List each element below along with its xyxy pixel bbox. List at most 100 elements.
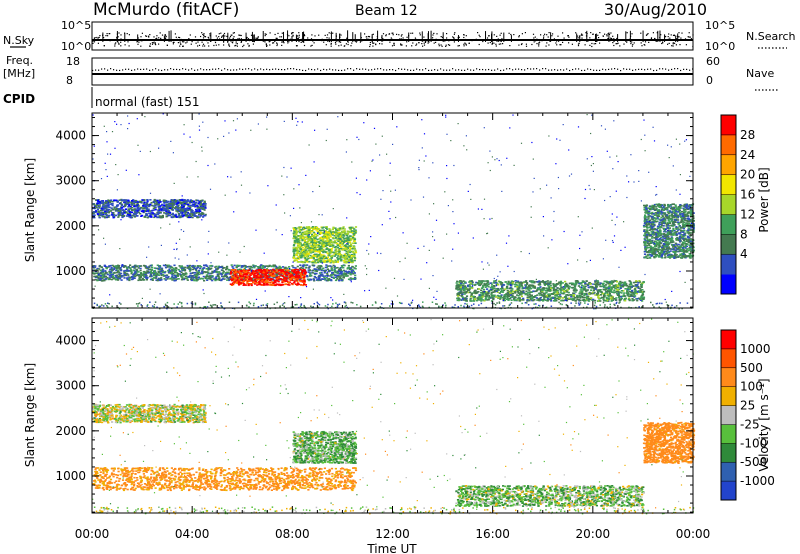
power-cell [212, 278, 215, 280]
nsky-dot [310, 38, 313, 40]
power-cell [158, 199, 161, 201]
nsky-dot [181, 40, 183, 42]
nave-dot [446, 69, 448, 71]
nave-dot [128, 68, 130, 70]
nsky-dot [109, 33, 111, 35]
nsky-dot [266, 45, 268, 47]
nsky-dot [589, 37, 591, 39]
power-cell [347, 270, 351, 273]
power-cell [297, 273, 300, 275]
nave-dot [329, 68, 331, 70]
nsky-dot [419, 39, 421, 41]
power-cell [261, 280, 264, 282]
power-cell [342, 226, 345, 228]
power-cell [189, 199, 192, 201]
power-cell [354, 267, 357, 270]
power-cell [132, 274, 135, 276]
power-cell [192, 204, 195, 207]
power-cell [352, 277, 355, 280]
power-cell [151, 279, 154, 281]
nave-dot [332, 69, 334, 71]
power-cell [258, 276, 261, 279]
nsky-dot [137, 43, 139, 45]
power-cell [133, 205, 136, 207]
power-cell [162, 207, 165, 210]
power-cell [227, 271, 230, 274]
power-cell [106, 210, 109, 212]
power-cell [149, 270, 153, 273]
power-cell [150, 268, 153, 271]
power-cell [245, 273, 248, 275]
nsky-dot [652, 32, 654, 34]
power-cell [99, 269, 102, 272]
nsky-dot [276, 43, 278, 45]
power-cell [270, 281, 274, 283]
nave-dot [656, 69, 658, 71]
power-cell [122, 205, 125, 208]
power-cell [101, 206, 104, 209]
power-cell [191, 216, 194, 219]
nsky-dot [219, 38, 221, 40]
power-cell [309, 274, 313, 277]
power-cell [343, 228, 346, 230]
power-cell [299, 248, 302, 251]
power-cell [183, 204, 186, 206]
nsky-dot [446, 33, 448, 35]
power-cell [153, 267, 156, 269]
nsky-dot [536, 43, 538, 45]
power-cell [261, 267, 264, 269]
power-cell [301, 271, 304, 273]
nsky-dot [648, 41, 650, 43]
power-cell [221, 269, 224, 272]
power-cell [352, 273, 355, 275]
nsky-dot [478, 43, 480, 46]
power-cell [174, 208, 177, 210]
nsky-dot [393, 44, 395, 46]
power-cell [188, 213, 191, 215]
power-cell [106, 205, 109, 208]
power-cell [300, 266, 303, 269]
power-cell [353, 272, 356, 274]
power-cell [354, 274, 357, 277]
power-cell [322, 243, 325, 245]
nsky-dot [372, 42, 374, 44]
power-cell [118, 199, 121, 201]
power-cell [306, 246, 309, 249]
power-cell [142, 203, 145, 205]
power-cell [118, 268, 121, 270]
nsky-dot [202, 37, 205, 39]
power-cell [229, 271, 233, 274]
nave-dot [449, 69, 451, 71]
nsky-dot [105, 35, 107, 37]
power-cell [177, 215, 180, 218]
nsky-dot [153, 40, 155, 42]
nsky-dot [186, 41, 188, 43]
nave-dot [629, 68, 631, 70]
power-cell [320, 253, 323, 256]
power-cell [134, 271, 137, 274]
nsky-dot [228, 44, 230, 46]
nsky-dot [179, 37, 181, 39]
power-cell [104, 275, 108, 278]
nsky-dot [567, 35, 569, 37]
power-cell [179, 201, 182, 203]
nsky-dot [98, 36, 100, 38]
power-cell [328, 254, 331, 257]
power-cell [115, 207, 118, 210]
nsky-dot [547, 36, 549, 38]
power-cell [140, 274, 143, 276]
nsky-dot [501, 38, 503, 40]
power-cell [218, 279, 221, 281]
power-cell [338, 277, 342, 280]
power-cell [123, 200, 126, 203]
power-cell [168, 268, 171, 271]
nsky-dot [650, 38, 652, 40]
nave-dot [206, 69, 208, 71]
nsky-dot [328, 32, 330, 34]
power-cell [339, 256, 342, 259]
power-cell [204, 213, 207, 216]
power-cell [269, 279, 272, 281]
nsearch-tick-bottom: 10^0 [705, 40, 735, 53]
nave-dot [488, 68, 490, 71]
power-cell [268, 282, 271, 284]
